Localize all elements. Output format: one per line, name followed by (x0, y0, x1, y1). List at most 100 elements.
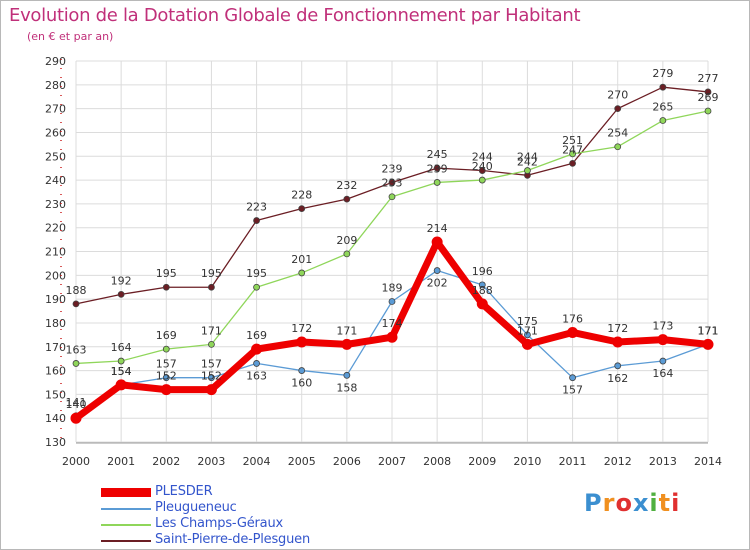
series-point-3 (433, 164, 441, 172)
series-point-1 (614, 362, 622, 370)
series-point-2 (704, 107, 712, 115)
series-point-0 (612, 336, 624, 348)
y-tick-label: 180 (45, 317, 66, 330)
series-point-3 (343, 195, 351, 203)
series-point-2 (253, 283, 260, 291)
data-label-0: 172 (291, 322, 312, 335)
data-label-1: 154 (111, 365, 132, 378)
x-tick-label: 2007 (378, 455, 406, 468)
chart-title: Evolution de la Dotation Globale de Fonc… (9, 5, 581, 26)
data-label-0: 169 (246, 329, 267, 342)
legend-swatch (101, 508, 151, 510)
series-point-3 (298, 205, 306, 213)
y-tick-label: 210 (45, 246, 66, 259)
data-label-2: 265 (652, 101, 673, 114)
data-label-1: 175 (517, 315, 538, 328)
data-label-2: 163 (66, 343, 87, 356)
series-point-3 (162, 283, 170, 291)
series-point-0 (476, 298, 488, 310)
data-label-3: 188 (66, 284, 87, 297)
data-label-3: 277 (698, 72, 719, 85)
series-point-2 (659, 117, 667, 124)
data-label-3: 228 (291, 189, 312, 202)
data-label-1: 157 (156, 358, 177, 371)
y-tick-label: 130 (45, 436, 66, 449)
logo-letter: x (632, 489, 650, 517)
data-label-1: 162 (607, 372, 628, 385)
y-tick-label: 220 (45, 222, 66, 235)
series-point-1 (569, 374, 576, 382)
data-label-0: 188 (472, 284, 493, 297)
series-lines (70, 83, 714, 424)
data-label-3: 279 (652, 67, 673, 80)
y-tick-label: 160 (45, 365, 66, 378)
x-tick-label: 2014 (694, 455, 722, 468)
x-tick-label: 2010 (513, 455, 541, 468)
y-tick-label: 230 (45, 198, 66, 211)
series-point-1 (253, 360, 260, 367)
x-tick-label: 2013 (649, 455, 677, 468)
data-label-3: 192 (111, 274, 132, 287)
data-label-3: 270 (607, 89, 628, 102)
series-point-2 (433, 179, 441, 186)
data-label-2: 240 (472, 160, 493, 173)
data-label-1: 141 (66, 396, 87, 409)
data-label-1: 164 (652, 367, 673, 380)
data-label-0: 140 (66, 398, 87, 411)
series-point-2 (343, 250, 351, 258)
data-label-0: 154 (111, 365, 132, 378)
data-label-1: 189 (382, 282, 403, 295)
x-tick-label: 2012 (604, 455, 632, 468)
data-label-2: 244 (517, 151, 538, 164)
data-label-1: 158 (336, 381, 357, 394)
y-tick-label: 200 (45, 269, 66, 282)
data-label-2: 201 (291, 253, 312, 266)
axes: 1301401501601701801902002102202302402502… (45, 55, 722, 468)
series-point-1 (659, 357, 667, 365)
series-point-3 (72, 300, 80, 308)
data-label-3: 195 (156, 267, 177, 280)
series-point-1 (298, 367, 306, 374)
data-label-1: 163 (246, 369, 267, 382)
legend-label: Saint-Pierre-de-Plesguen (155, 532, 310, 547)
logo-letter: o (615, 489, 633, 517)
data-label-2: 195 (246, 267, 267, 280)
proxiti-logo: Proxiti (584, 489, 680, 517)
legend-label: Les Champs-Géraux (155, 516, 283, 531)
data-label-2: 254 (607, 127, 628, 140)
data-label-1: 196 (472, 265, 493, 278)
data-label-0: 172 (607, 322, 628, 335)
series-point-0 (70, 412, 82, 424)
y-tick-label: 190 (45, 293, 66, 306)
series-point-0 (521, 338, 533, 350)
series-point-0 (251, 343, 263, 355)
data-label-0: 174 (382, 317, 403, 330)
x-tick-label: 2002 (152, 455, 180, 468)
series-point-3 (253, 217, 260, 224)
logo-letter: P (584, 489, 603, 517)
logo-letter: i (671, 489, 681, 517)
data-label-1: 160 (291, 377, 312, 390)
y-tick-label: 290 (45, 55, 66, 68)
series-point-0 (341, 338, 353, 350)
x-tick-label: 2003 (197, 455, 225, 468)
x-tick-label: 2004 (243, 455, 271, 468)
series-point-3 (704, 88, 712, 96)
series-point-0 (386, 331, 398, 343)
legend-label: Pleugueneuc (155, 500, 237, 515)
data-label-0: 171 (517, 324, 538, 337)
series-point-3 (208, 283, 215, 291)
series-point-2 (478, 176, 486, 184)
y-tick-label: 170 (45, 341, 66, 354)
data-label-1: 171 (698, 324, 719, 337)
series-point-0 (657, 334, 669, 346)
series-point-2 (298, 269, 306, 277)
series-point-2 (614, 143, 622, 151)
data-label-3: 232 (336, 179, 357, 192)
data-label-2: 171 (201, 324, 222, 337)
series-point-0 (431, 236, 443, 248)
series-point-0 (702, 338, 714, 350)
y-tick-label: 140 (45, 412, 66, 425)
series-point-1 (524, 331, 531, 339)
